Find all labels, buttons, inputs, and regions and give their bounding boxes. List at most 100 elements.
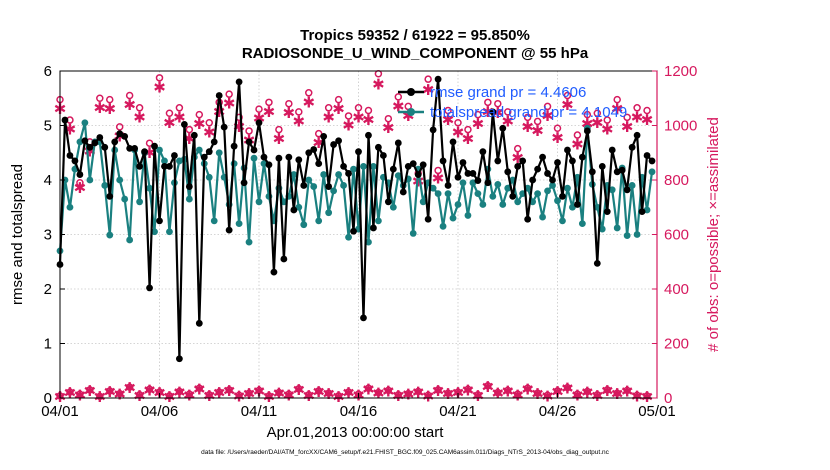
obs-possible-point <box>225 90 233 98</box>
rmse-point <box>280 255 288 263</box>
rmse-point <box>633 131 641 139</box>
x-tick-label: 04/21 <box>439 403 477 420</box>
rmse-point <box>484 179 492 187</box>
rmse-point <box>255 119 263 127</box>
rmse-point <box>235 78 243 86</box>
y-tick-label-right: 600 <box>664 227 689 244</box>
rmse-point <box>126 144 134 152</box>
rmse-point <box>559 192 566 200</box>
y-tick-label-right: 400 <box>664 281 689 298</box>
spread-point <box>235 220 243 228</box>
obs-possible-point <box>334 392 343 400</box>
spread-point <box>464 212 472 219</box>
y-axis-label-left: rmse and totalspread <box>9 164 26 305</box>
rmse-point <box>593 259 601 267</box>
rmse-point <box>275 154 283 162</box>
spread-point <box>559 217 566 225</box>
obs-possible-point <box>145 385 154 394</box>
spread-point <box>648 168 656 176</box>
rmse-point <box>608 146 616 154</box>
obs-assimilated-point: ✱ <box>442 385 455 403</box>
obs-possible-point <box>543 102 552 111</box>
rmse-point <box>171 152 178 159</box>
spread-point <box>325 209 333 217</box>
obs-assimilated-point: ✱ <box>571 136 584 154</box>
spread-point <box>489 192 497 200</box>
rmse-point <box>623 186 631 194</box>
data-file-footnote: data file: /Users/raeder/DAI/ATM_forcXX/… <box>201 449 609 456</box>
y-tick-label-left: 4 <box>44 172 52 189</box>
rmse-point <box>210 138 218 146</box>
rmse-point <box>429 126 437 134</box>
rmse-point <box>365 131 372 139</box>
obs-possible-point <box>175 104 184 112</box>
spread-point <box>454 201 462 208</box>
rmse-point <box>330 141 338 148</box>
spread-point <box>121 195 129 203</box>
rmse-point <box>439 157 447 165</box>
obs-assimilated-point: ✱ <box>163 388 176 406</box>
rmse-point <box>618 166 626 174</box>
spread-point <box>613 224 621 232</box>
spread-point <box>474 190 482 198</box>
obs-assimilated-point: ✱ <box>103 383 116 401</box>
obs-possible-point <box>185 125 194 134</box>
rmse-point <box>539 153 546 161</box>
rmse-point <box>215 92 223 99</box>
rmse-point <box>315 160 323 168</box>
obs-assimilated-point: ✱ <box>462 381 475 399</box>
rmse-point <box>61 116 69 124</box>
obs-possible-point <box>593 109 602 117</box>
spread-point <box>494 180 502 188</box>
x-tick-label: 04/06 <box>141 403 179 420</box>
obs-possible-point <box>106 387 114 395</box>
obs-assimilated-point: ✱ <box>352 108 365 126</box>
rmse-point <box>583 127 591 135</box>
y-tick-label-left: 6 <box>44 63 52 80</box>
spread-point <box>569 203 576 211</box>
rmse-point <box>71 157 79 165</box>
rmse-point <box>554 159 561 166</box>
rmse-point <box>603 208 611 216</box>
obs-count-layer: ✱✱✱✱✱✱ ✱✱✱✱✱✱✱✱✱✱✱✱ ✱✱✱✱✱✱✱✱✱✱✱✱✱✱✱✱✱✱✱✱✱✱… <box>54 69 653 406</box>
rmse-point <box>643 152 651 159</box>
rmse-point <box>66 152 74 159</box>
obs-possible-point <box>295 108 303 116</box>
spread-point <box>255 198 263 206</box>
rmse-point <box>81 137 89 145</box>
obs-assimilated-point: ✱ <box>422 81 435 99</box>
rmse-point <box>96 134 104 141</box>
obs-assimilated-point: ✱ <box>442 111 455 129</box>
obs-assimilated-point: ✱ <box>591 387 604 405</box>
obs-possible-point <box>195 110 204 119</box>
rmse-point <box>424 215 432 223</box>
rmse-point <box>444 182 452 189</box>
obs-possible-point <box>76 178 84 187</box>
obs-assimilated-point: ✱ <box>392 387 405 405</box>
obs-assimilated-point: ✱ <box>362 380 375 398</box>
obs-assimilated-point: ✱ <box>74 386 87 404</box>
obs-assimilated-point: ✱ <box>521 380 534 398</box>
rmse-point <box>574 201 581 208</box>
obs-possible-point <box>245 389 253 397</box>
obs-possible-point <box>643 106 651 115</box>
obs-assimilated-point: ✱ <box>332 388 345 406</box>
obs-assimilated-point: ✱ <box>263 103 276 121</box>
spread-point <box>86 176 94 184</box>
obs-assimilated-point: ✱ <box>511 386 524 404</box>
rmse-point <box>449 138 457 146</box>
obs-possible-point <box>384 386 393 395</box>
y-tick-label-right: 1000 <box>664 118 697 135</box>
obs-assimilated-point: ✱ <box>293 381 306 399</box>
spread-point <box>335 171 342 178</box>
obs-possible-point <box>454 119 462 127</box>
obs-assimilated-point: ✱ <box>521 118 534 136</box>
rmse-point <box>91 139 99 147</box>
obs-possible-point <box>324 104 333 112</box>
spread-point <box>564 184 571 192</box>
spread-point <box>295 203 303 211</box>
obs-assimilated-point: ✱ <box>621 118 634 136</box>
obs-assimilated-point: ✱ <box>203 387 216 405</box>
rmse-point <box>185 183 193 190</box>
obs-assimilated-point: ✱ <box>283 104 296 122</box>
